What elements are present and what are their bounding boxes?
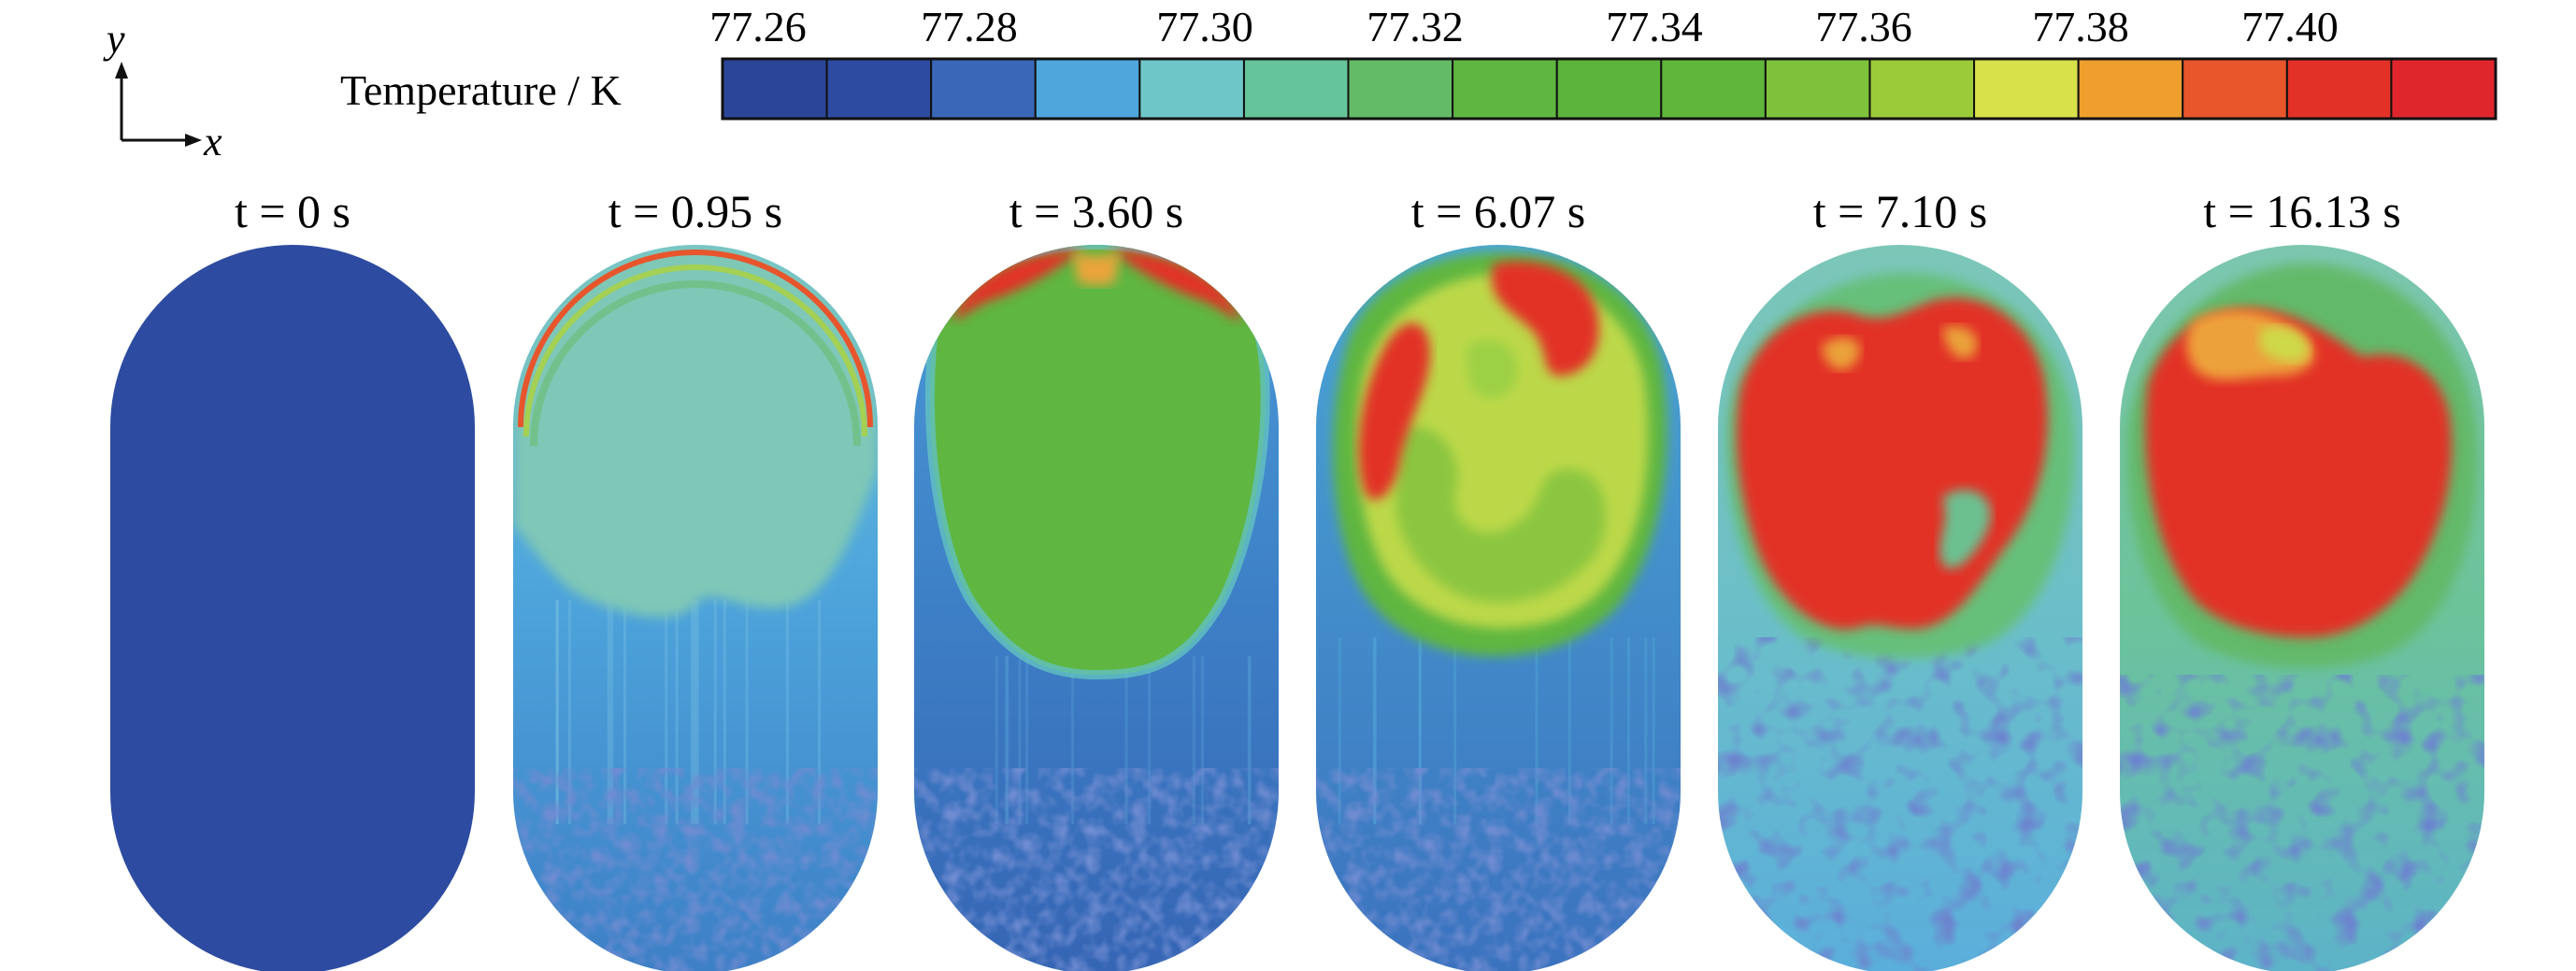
colorbar-segment: [2285, 58, 2393, 120]
colorbar-label: Temperature / K: [340, 66, 622, 114]
colorbar-segment: [2390, 58, 2497, 120]
colorbar-tick-label: 77.34: [1606, 3, 1703, 50]
colorbar-tick-label: 77.38: [2032, 3, 2129, 50]
colorbar-segment: [1764, 58, 1871, 120]
colorbar-segment: [1452, 58, 1558, 120]
colorbar-segment: [1555, 58, 1663, 120]
colorbar-tick-label: 77.26: [709, 3, 807, 50]
colorbar-tick-label: 77.36: [1815, 3, 1912, 50]
colorbar-segment: [930, 58, 1037, 120]
time-label: t = 16.13 s: [2203, 185, 2401, 237]
tank-panel: [914, 245, 1279, 971]
colorbar-tick-label: 77.30: [1156, 3, 1253, 50]
colorbar-segment: [1242, 58, 1350, 120]
colorbar-tick-label: 77.32: [1367, 3, 1464, 50]
colorbar-segment: [1347, 58, 1454, 120]
colorbar: 77.26 77.28 77.30 77.32 77.34 77.36 77.38 77.40: [709, 3, 2497, 121]
colorbar-segment: [1138, 58, 1245, 120]
time-label: t = 0.95 s: [608, 185, 783, 237]
x-axis-label: x: [203, 119, 222, 164]
y-axis-label: y: [103, 16, 125, 62]
tank-panel: [2120, 245, 2484, 971]
colorbar-tick-label: 77.40: [2241, 3, 2339, 50]
time-label: t = 7.10 s: [1813, 185, 1988, 237]
tank-panel: [110, 245, 475, 971]
colorbar-tick-label: 77.28: [921, 3, 1018, 50]
colorbar-segment: [1660, 58, 1767, 120]
colorbar-segment: [1034, 58, 1141, 120]
axis-indicator: y x: [103, 16, 222, 164]
time-label: t = 0 s: [235, 185, 351, 237]
colorbar-segment: [722, 58, 828, 120]
time-label: t = 3.60 s: [1009, 185, 1184, 237]
colorbar-segment: [1868, 58, 1976, 120]
time-label: t = 6.07 s: [1411, 185, 1586, 237]
tank-panel: [1718, 245, 2082, 971]
colorbar-segment: [1973, 58, 2080, 120]
colorbar-segment: [2182, 58, 2288, 120]
tank-panel: [513, 245, 878, 971]
tank-panel: [1316, 245, 1681, 971]
colorbar-segment: [2077, 58, 2184, 120]
colorbar-segment: [825, 58, 933, 120]
